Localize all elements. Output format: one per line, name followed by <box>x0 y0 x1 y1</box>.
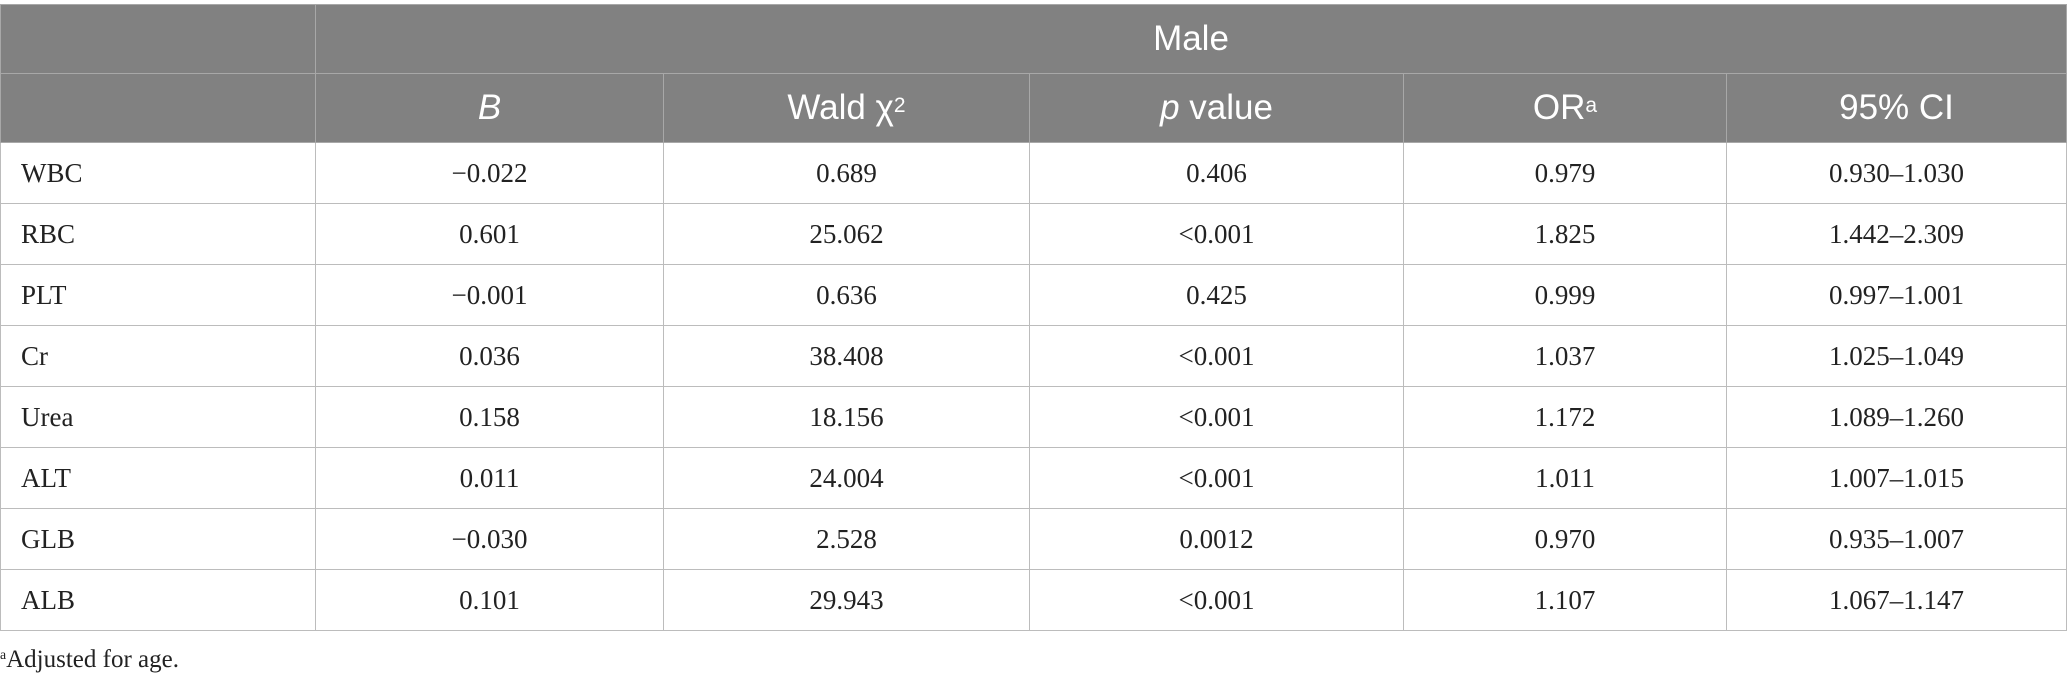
table-row: GLB −0.030 2.528 0.0012 0.970 0.935–1.007 <box>0 508 2067 570</box>
table-row: Urea 0.158 18.156 <0.001 1.172 1.089–1.260 <box>0 386 2067 448</box>
cell-b: −0.001 <box>315 264 664 326</box>
footnote-text: Adjusted for age. <box>6 646 179 673</box>
cell-wald-chi2: 24.004 <box>663 447 1030 509</box>
cell-ci: 0.997–1.001 <box>1726 264 2067 326</box>
cell-b: 0.601 <box>315 203 664 265</box>
column-header-p-suffix: value <box>1179 88 1273 127</box>
cell-b: 0.101 <box>315 569 664 631</box>
column-header-p-text: p <box>1160 88 1180 127</box>
row-label: PLT <box>0 264 316 326</box>
cell-ci: 0.930–1.030 <box>1726 142 2067 204</box>
row-label: GLB <box>0 508 316 570</box>
cell-ci: 1.067–1.147 <box>1726 569 2067 631</box>
cell-p-value: <0.001 <box>1029 569 1404 631</box>
row-label: ALT <box>0 447 316 509</box>
cell-wald-chi2: 29.943 <box>663 569 1030 631</box>
column-header-ci: 95% CI <box>1726 73 2067 143</box>
column-header-wald-text: Wald χ <box>787 88 894 127</box>
column-header-b: B <box>315 73 664 143</box>
cell-b: −0.030 <box>315 508 664 570</box>
column-header-p-value: p value <box>1029 73 1404 143</box>
table-row: ALT 0.011 24.004 <0.001 1.011 1.007–1.015 <box>0 447 2067 509</box>
cell-p-value: <0.001 <box>1029 325 1404 387</box>
results-table-container: Male B Wald χ2 p value ORa 95% CI WBC −0.… <box>0 4 2067 631</box>
cell-ci: 1.007–1.015 <box>1726 447 2067 509</box>
cell-or: 1.172 <box>1403 386 1727 448</box>
cell-p-value: <0.001 <box>1029 203 1404 265</box>
table-footnote: aAdjusted for age. <box>0 646 179 674</box>
cell-p-value: 0.0012 <box>1029 508 1404 570</box>
column-header-row: B Wald χ2 p value ORa 95% CI <box>0 73 2067 143</box>
cell-p-value: <0.001 <box>1029 447 1404 509</box>
cell-wald-chi2: 0.636 <box>663 264 1030 326</box>
cell-wald-chi2: 0.689 <box>663 142 1030 204</box>
footnote-marker: a <box>0 647 7 663</box>
table-row: WBC −0.022 0.689 0.406 0.979 0.930–1.030 <box>0 142 2067 204</box>
cell-p-value: <0.001 <box>1029 386 1404 448</box>
cell-p-value: 0.425 <box>1029 264 1404 326</box>
cell-b: 0.011 <box>315 447 664 509</box>
cell-or: 1.825 <box>1403 203 1727 265</box>
row-label: RBC <box>0 203 316 265</box>
cell-ci: 0.935–1.007 <box>1726 508 2067 570</box>
group-header-male: Male <box>315 4 2067 74</box>
column-header-b-text: B <box>477 88 502 127</box>
cell-or: 1.107 <box>1403 569 1727 631</box>
column-header-ci-text: 95% CI <box>1839 88 1954 127</box>
cell-or: 0.979 <box>1403 142 1727 204</box>
empty-label-header <box>0 73 316 143</box>
cell-or: 1.037 <box>1403 325 1727 387</box>
cell-or: 0.999 <box>1403 264 1727 326</box>
cell-wald-chi2: 18.156 <box>663 386 1030 448</box>
column-header-wald-sup: 2 <box>893 93 906 117</box>
cell-wald-chi2: 38.408 <box>663 325 1030 387</box>
row-label: Cr <box>0 325 316 387</box>
cell-p-value: 0.406 <box>1029 142 1404 204</box>
cell-wald-chi2: 2.528 <box>663 508 1030 570</box>
group-header-row: Male <box>0 4 2067 74</box>
cell-b: −0.022 <box>315 142 664 204</box>
row-label: WBC <box>0 142 316 204</box>
empty-corner-cell <box>0 4 316 74</box>
column-header-or-text: OR <box>1532 88 1586 127</box>
cell-or: 0.970 <box>1403 508 1727 570</box>
cell-ci: 1.025–1.049 <box>1726 325 2067 387</box>
cell-ci: 1.442–2.309 <box>1726 203 2067 265</box>
column-header-wald: Wald χ2 <box>663 73 1030 143</box>
column-header-or: ORa <box>1403 73 1727 143</box>
column-header-or-sup: a <box>1585 93 1598 117</box>
table-row: ALB 0.101 29.943 <0.001 1.107 1.067–1.147 <box>0 569 2067 631</box>
row-label: Urea <box>0 386 316 448</box>
results-table: Male B Wald χ2 p value ORa 95% CI WBC −0.… <box>0 4 2067 631</box>
table-row: Cr 0.036 38.408 <0.001 1.037 1.025–1.049 <box>0 325 2067 387</box>
cell-b: 0.158 <box>315 386 664 448</box>
table-row: RBC 0.601 25.062 <0.001 1.825 1.442–2.309 <box>0 203 2067 265</box>
cell-ci: 1.089–1.260 <box>1726 386 2067 448</box>
table-row: PLT −0.001 0.636 0.425 0.999 0.997–1.001 <box>0 264 2067 326</box>
cell-or: 1.011 <box>1403 447 1727 509</box>
row-label: ALB <box>0 569 316 631</box>
cell-wald-chi2: 25.062 <box>663 203 1030 265</box>
table-body: WBC −0.022 0.689 0.406 0.979 0.930–1.030 RBC 0.… <box>0 142 2067 631</box>
cell-b: 0.036 <box>315 325 664 387</box>
